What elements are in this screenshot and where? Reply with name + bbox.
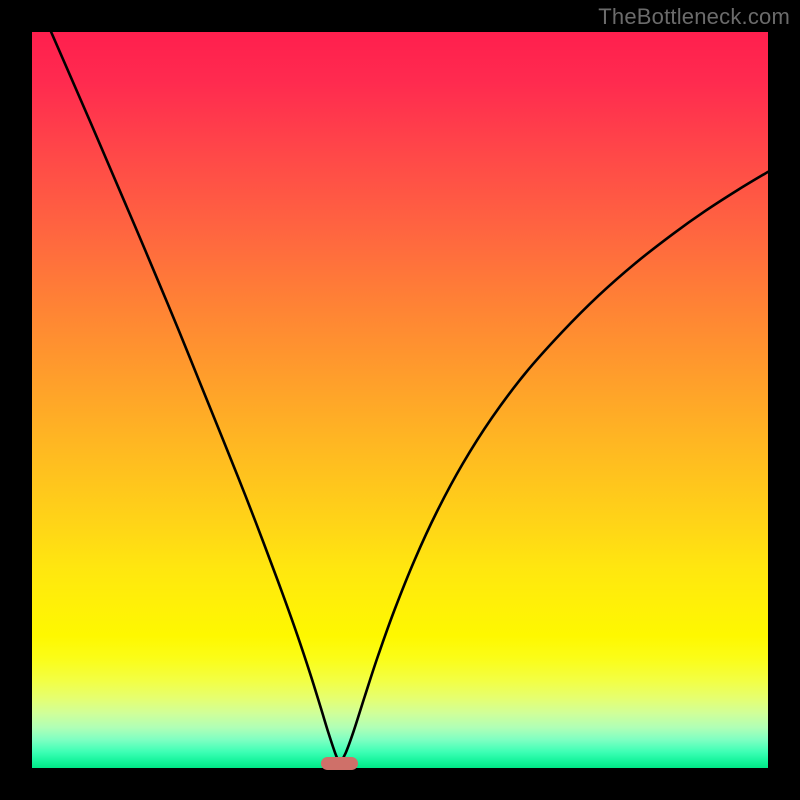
gradient-background <box>32 32 768 768</box>
minimum-marker <box>321 757 358 770</box>
watermark-text: TheBottleneck.com <box>598 4 790 30</box>
bottleneck-chart <box>32 32 768 768</box>
chart-frame: TheBottleneck.com <box>0 0 800 800</box>
